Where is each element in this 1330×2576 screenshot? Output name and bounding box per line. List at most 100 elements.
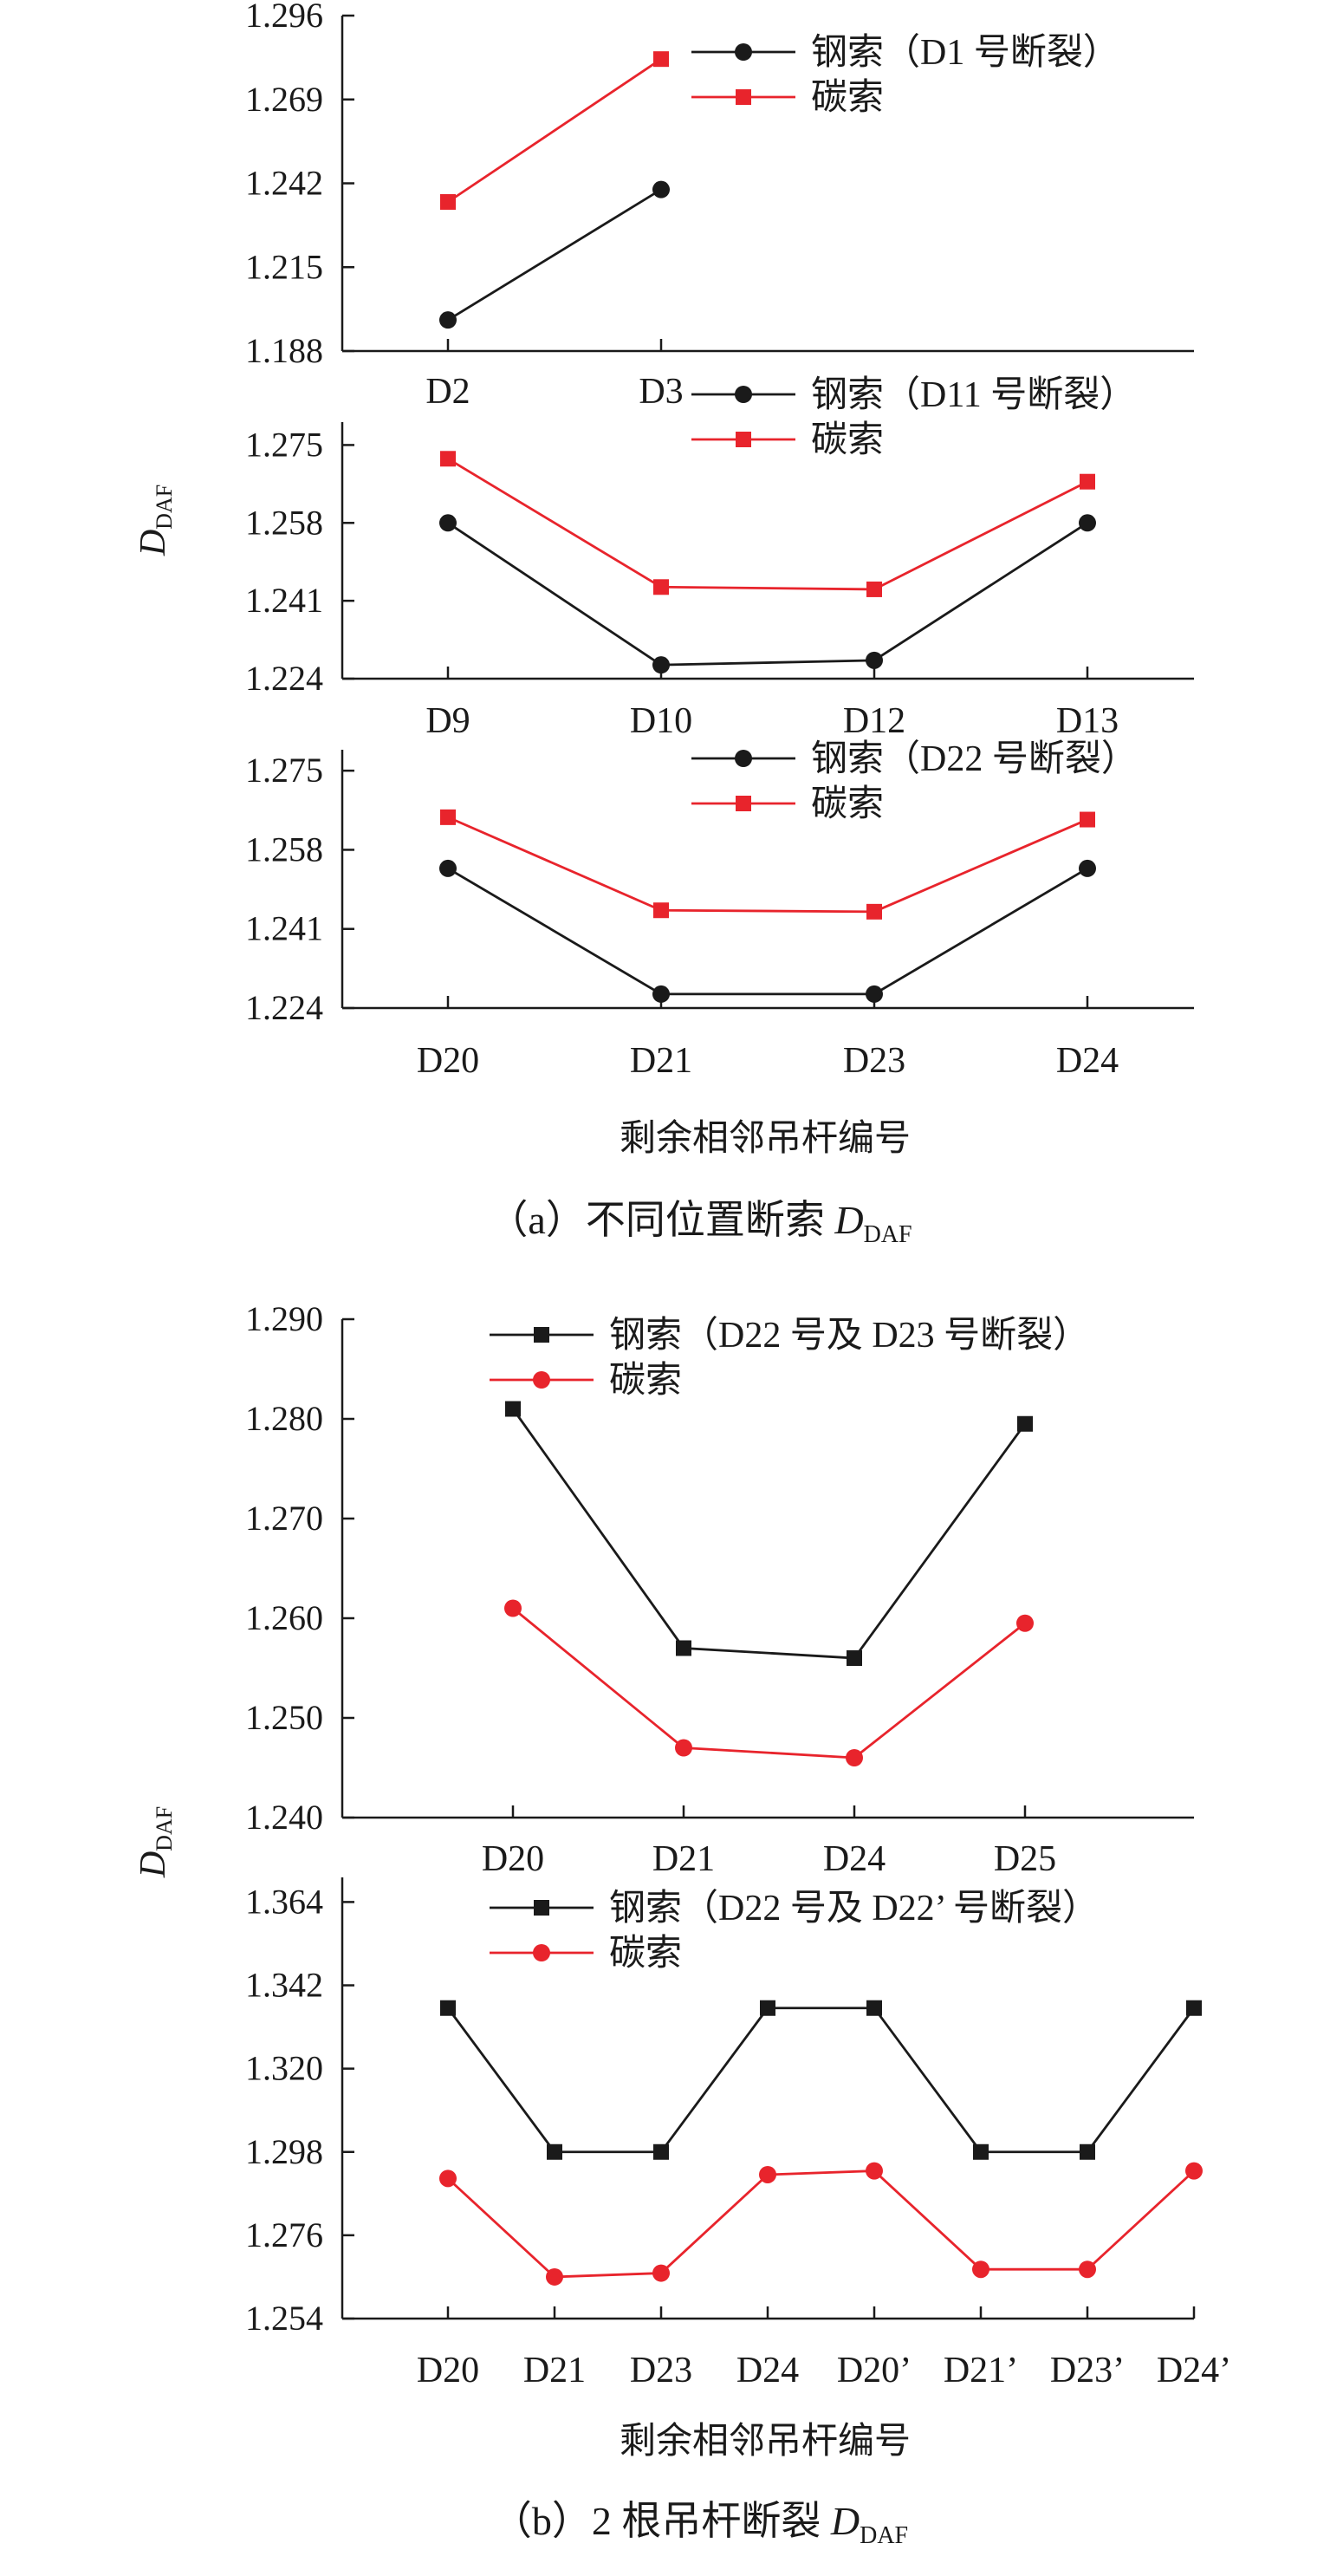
y-tick-label: 1.296 xyxy=(245,0,323,35)
legend-entry: 钢索（D22 号及 D23 号断裂） xyxy=(490,1316,1089,1356)
plot-panels: 1.188 1.215 1.242 1.269 1.296 D2 D3 钢索（D1 号断裂） 碳… xyxy=(245,0,1231,2391)
y-tick-label: 1.275 xyxy=(245,425,323,464)
legend-marker xyxy=(533,1371,550,1389)
legend-entry: 钢索（D22 号及 D22’ 号断裂） xyxy=(490,1889,1099,1929)
panel-a2: 1.224 1.241 1.258 1.275 D9 D10 D12 D13 钢索（D11 号断… xyxy=(245,375,1194,741)
data-point xyxy=(439,859,457,877)
y-tick-label: 1.342 xyxy=(245,1966,323,2005)
legend-label: 碳索 xyxy=(811,420,884,460)
caption-a: （a）不同位置断索 DDAF xyxy=(488,1198,912,1248)
y-tick-label: 1.242 xyxy=(245,164,323,203)
legend-marker xyxy=(736,796,751,811)
legend-label: 钢索（D1 号断裂） xyxy=(811,33,1119,73)
series-carbon xyxy=(440,809,1095,920)
legend-entry: 碳索 xyxy=(691,784,884,824)
legend-marker xyxy=(735,43,752,61)
data-point xyxy=(1185,2162,1203,2180)
data-point xyxy=(1079,859,1096,877)
series-line xyxy=(447,816,1088,914)
series-steel xyxy=(440,2000,1202,2160)
series-steel xyxy=(439,859,1096,1003)
svg-text:DDAF: DDAF xyxy=(133,1806,177,1878)
data-point xyxy=(440,194,456,210)
svg-text:DDAF: DDAF xyxy=(133,485,177,556)
y-tick-label: 1.258 xyxy=(245,503,323,542)
data-point xyxy=(866,651,883,669)
x-tick-label: D9 xyxy=(425,701,470,741)
y-tick-label: 1.260 xyxy=(245,1598,323,1637)
data-point xyxy=(866,581,882,597)
x-tick-label: D25 xyxy=(994,1839,1056,1879)
legend-marker xyxy=(735,750,752,767)
data-point xyxy=(439,2169,457,2188)
x-tick-label: D24 xyxy=(736,2351,799,2391)
data-point xyxy=(652,985,670,1003)
x-axis-title-b: 剩余相邻吊杆编号 xyxy=(620,2421,911,2462)
legend-label: 碳索 xyxy=(811,78,884,118)
panel-b1: 1.240 1.250 1.260 1.270 1.280 1.290 D20 D21 D24 D… xyxy=(245,1299,1194,1879)
legend-marker xyxy=(534,1327,549,1343)
data-point xyxy=(653,902,669,919)
x-tick-label: D24 xyxy=(1056,1041,1119,1081)
panel-a3: 1.224 1.241 1.258 1.275 D20 D21 D23 D24 钢索（D22 号… xyxy=(245,739,1194,1081)
data-point xyxy=(1079,2261,1096,2279)
series-line xyxy=(447,188,662,322)
panel-a1: 1.188 1.215 1.242 1.269 1.296 D2 D3 钢索（D1 号断裂） 碳… xyxy=(245,0,1194,412)
y-axis-title-a: DDAF xyxy=(133,485,177,556)
data-point xyxy=(440,451,456,467)
x-tick-label: D20 xyxy=(417,2351,479,2391)
series-carbon xyxy=(504,1599,1034,1766)
x-tick-label: D23 xyxy=(843,1041,905,1081)
legend-entry: 钢索（D1 号断裂） xyxy=(691,33,1119,73)
x-tick-label: D3 xyxy=(639,372,683,412)
x-tick-label: D21’ xyxy=(944,2351,1018,2391)
legend-entry: 碳索 xyxy=(691,420,884,460)
x-tick-label: D21 xyxy=(523,2351,586,2391)
x-tick-label: D23 xyxy=(630,2351,692,2391)
legend-label: 钢索（D11 号断裂） xyxy=(811,375,1136,415)
series-line xyxy=(447,458,1088,591)
data-point xyxy=(846,1749,863,1766)
data-point xyxy=(653,2143,669,2160)
legend-label: 钢索（D22 号断裂） xyxy=(811,739,1138,779)
data-point xyxy=(652,656,670,674)
data-point xyxy=(546,2267,563,2286)
series-carbon xyxy=(440,451,1095,597)
x-tick-label: D12 xyxy=(843,701,905,741)
x-tick-label: D21 xyxy=(630,1041,692,1081)
x-tick-label: D20 xyxy=(482,1839,544,1879)
legend-marker xyxy=(735,386,752,403)
legend-entry: 碳索 xyxy=(490,1361,682,1401)
y-tick-label: 1.224 xyxy=(245,988,323,1027)
data-point xyxy=(760,2000,775,2016)
y-tick-label: 1.224 xyxy=(245,659,323,698)
data-point xyxy=(973,2143,989,2160)
y-tick-label: 1.298 xyxy=(245,2132,323,2171)
series-line xyxy=(512,1607,1026,1760)
data-point xyxy=(866,2000,882,2016)
legend-label: 碳索 xyxy=(609,1934,682,1974)
series-steel xyxy=(505,1401,1033,1666)
legend-label: 碳索 xyxy=(609,1361,682,1401)
legend-label: 碳索 xyxy=(811,784,884,824)
series-steel xyxy=(439,514,1096,674)
y-tick-label: 1.320 xyxy=(245,2049,323,2088)
y-tick-label: 1.240 xyxy=(245,1798,323,1837)
panel-b2: 1.254 1.276 1.298 1.320 1.342 1.364 D20 D21 D23 D… xyxy=(245,1877,1231,2391)
data-point xyxy=(439,311,457,329)
series-line xyxy=(446,2007,1196,2154)
legend-marker xyxy=(534,1900,549,1916)
legend-entry: 钢索（D22 号断裂） xyxy=(691,739,1138,779)
data-point xyxy=(1186,2000,1202,2016)
legend-label: 钢索（D22 号及 D23 号断裂） xyxy=(609,1316,1089,1356)
legend-entry: 碳索 xyxy=(490,1934,682,1974)
data-point xyxy=(653,579,669,595)
data-point xyxy=(653,51,669,68)
data-point xyxy=(1016,1614,1034,1632)
x-tick-label: D13 xyxy=(1056,701,1119,741)
y-tick-label: 1.241 xyxy=(245,581,323,620)
y-tick-label: 1.275 xyxy=(245,751,323,790)
data-point xyxy=(866,903,882,920)
data-point xyxy=(439,514,457,532)
